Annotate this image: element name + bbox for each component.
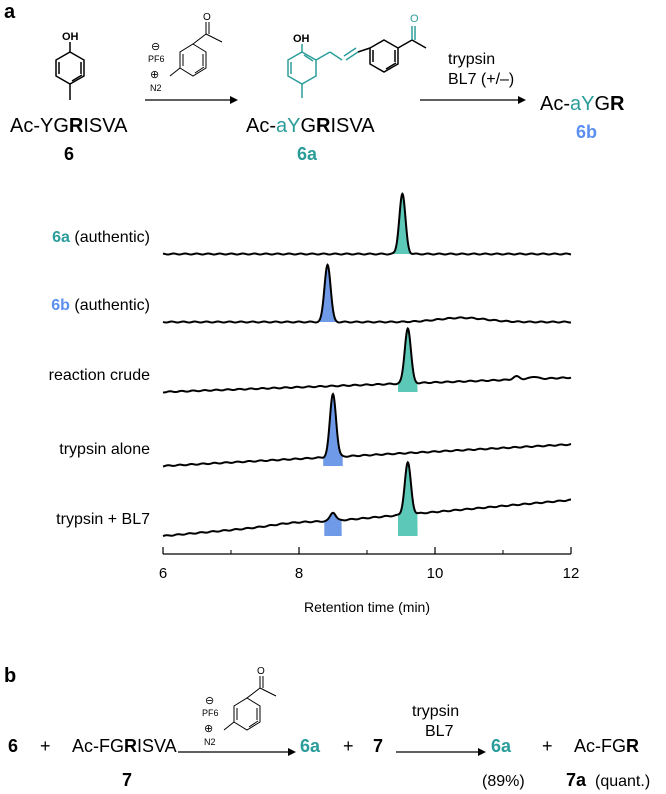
trace-2-line <box>162 263 572 324</box>
panel-b-f1: 6a <box>491 736 512 756</box>
panel-b-plus3: + <box>542 736 553 756</box>
panel-b-f2-number: 7a <box>566 770 587 790</box>
panel-b-p2: 7 <box>373 736 383 756</box>
trace-3-line <box>162 326 572 394</box>
azo-carbonyl-o: O <box>410 13 419 25</box>
product-label: Ac-aYGRISVA <box>246 115 375 137</box>
trace-1-label: 6a (authentic) <box>52 229 150 246</box>
reagent-cation-charge-a: ⊕ <box>150 69 159 81</box>
phenol-structure <box>55 42 85 100</box>
panel-b-sm2-number: 7 <box>122 770 132 790</box>
phenol-oh: OH <box>62 31 79 43</box>
panel-a-label: a <box>4 1 16 23</box>
x-axis-label: Retention time (min) <box>304 599 430 615</box>
reagent-o-a: O <box>203 12 211 23</box>
diazonium-reagent-a <box>169 22 223 77</box>
panel-b-plus1: + <box>40 736 51 756</box>
product-number: 6a <box>297 144 318 164</box>
panel-b-f1-yield: (89%) <box>482 773 525 790</box>
reaction-arrowhead-2 <box>518 96 526 104</box>
trace-1-label-text: (authentic) <box>70 229 150 246</box>
condition-bl7-a: BL7 (+/–) <box>448 71 514 88</box>
reagent-n2-b: N2 <box>204 737 216 747</box>
chromatogram-labels: 6a (authentic)6b (authentic)reaction cru… <box>49 229 150 528</box>
panel-b-f2: Ac-FGR <box>574 736 639 756</box>
chromatogram-traces <box>162 192 572 538</box>
panel-b-f2-yield: (quant.) <box>595 773 650 790</box>
reagent-n2-a: N2 <box>150 83 162 93</box>
reagent-anion-charge-a: ⊖ <box>151 41 160 53</box>
panel-b-sm2: Ac-FGRISVA <box>72 736 177 756</box>
trace-5-line <box>162 460 572 538</box>
trace-2-label-text: (authentic) <box>70 297 150 314</box>
panel-b-p1: 6a <box>300 736 321 756</box>
starting-material-number: 6 <box>64 144 74 164</box>
trace-2-label: 6b (authentic) <box>51 297 150 314</box>
trace-4-label-text: trypsin alone <box>59 441 150 458</box>
reagent-counterion-b: PF6 <box>202 708 219 718</box>
condition-trypsin-b: trypsin <box>412 703 459 720</box>
reaction-arrowhead-b2 <box>478 748 486 756</box>
panel-b-sm1: 6 <box>8 736 18 756</box>
trace-2-label-id: 6b <box>51 297 70 314</box>
condition-trypsin-a: trypsin <box>448 51 495 68</box>
diazonium-reagent-b <box>223 676 277 731</box>
fragment-label: Ac-aYGR <box>540 93 625 115</box>
panel-b-plus2: + <box>343 736 354 756</box>
x-tick-label-8: 8 <box>295 565 303 582</box>
starting-material-label: Ac-YGRISVA <box>10 115 128 137</box>
x-axis-ticks: 6 8 10 12 <box>159 547 580 582</box>
fragment-number: 6b <box>576 122 597 142</box>
trace-3-label: reaction crude <box>49 367 150 384</box>
trace-4-line <box>162 392 572 468</box>
reagent-o-b: O <box>257 666 265 677</box>
trace-5-label-text: trypsin + BL7 <box>56 511 150 528</box>
condition-bl7-b: BL7 <box>425 723 454 740</box>
reagent-anion-charge-b: ⊖ <box>205 695 214 707</box>
trace-4-label: trypsin alone <box>59 441 150 458</box>
trace-1-label-id: 6a <box>52 229 70 246</box>
reagent-counterion-a: PF6 <box>148 54 165 64</box>
x-tick-label-10: 10 <box>427 565 444 582</box>
trace-1-line <box>162 192 572 256</box>
trace-5-peak-2-fill <box>398 462 418 536</box>
x-tick-label-12: 12 <box>563 565 580 582</box>
trace-3-peak-1-fill <box>398 328 418 392</box>
reaction-arrowhead-b1 <box>288 748 296 756</box>
trace-4-peak-1-fill <box>323 394 343 466</box>
reaction-arrowhead-1 <box>230 96 238 104</box>
x-tick-label-6: 6 <box>159 565 167 582</box>
azo-product-structure <box>287 26 427 98</box>
trace-3-label-text: reaction crude <box>49 367 150 384</box>
reagent-cation-charge-b: ⊕ <box>204 723 213 735</box>
trace-5-peak-1-fill <box>324 512 342 536</box>
azo-oh: OH <box>293 33 310 45</box>
trace-5-label: trypsin + BL7 <box>56 511 150 528</box>
panel-b-label: b <box>4 665 16 687</box>
